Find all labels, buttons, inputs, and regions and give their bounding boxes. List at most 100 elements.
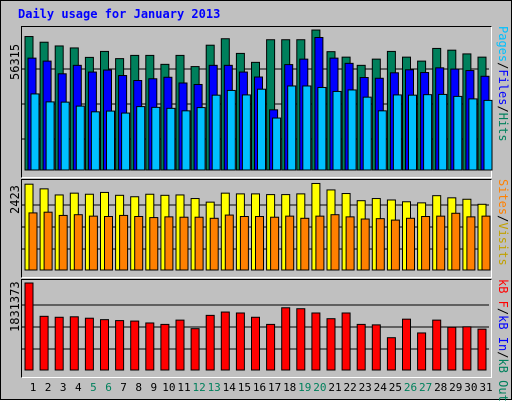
- pages-bar: [196, 107, 206, 171]
- pages-bar: [45, 101, 55, 171]
- x-tick-label: 10: [162, 381, 176, 394]
- kb-f-bar: [432, 319, 442, 371]
- pages-bar: [332, 90, 342, 171]
- sites-bar: [300, 217, 310, 271]
- kb-f-bar: [296, 308, 306, 371]
- x-tick-label: 2: [44, 381, 52, 394]
- kb-f-bar: [417, 332, 427, 371]
- x-tick-label: 17: [267, 381, 282, 394]
- x-tick-label: 19: [298, 381, 312, 394]
- sites-bar: [390, 219, 400, 271]
- x-tick-label: 30: [464, 381, 478, 394]
- chart-title: Daily usage for January 2013: [18, 7, 221, 21]
- kb-f-bar: [145, 322, 155, 371]
- kb-f-bar: [462, 326, 472, 371]
- x-tick-label: 23: [358, 381, 372, 394]
- x-tick-label: 3: [59, 381, 67, 394]
- sites-bar: [360, 218, 370, 271]
- kb-f-bar: [84, 317, 94, 371]
- sites-bar: [224, 214, 234, 271]
- sites-bar: [134, 216, 144, 271]
- sites-bar: [209, 217, 219, 271]
- sites-bar: [451, 212, 461, 271]
- sites-bar: [43, 211, 53, 271]
- x-tick-label: 21: [328, 381, 342, 394]
- x-tick-label: 12: [192, 381, 206, 394]
- x-tick-label: 11: [177, 381, 191, 394]
- x-tick-label: 24: [373, 381, 387, 394]
- pages-bar: [408, 94, 417, 171]
- pages-bar: [166, 107, 176, 171]
- kb-f-bar: [326, 318, 336, 371]
- pages-bar: [106, 110, 115, 171]
- kb-f-bar: [220, 311, 230, 371]
- x-tick-label: 18: [283, 381, 297, 394]
- sites-bar: [194, 216, 204, 271]
- sites-bar: [255, 216, 264, 271]
- kb-f-bar: [115, 320, 125, 371]
- sites-bar: [28, 212, 38, 271]
- x-tick-label: 6: [105, 381, 112, 394]
- pages-bar: [181, 110, 191, 171]
- pages-bar: [317, 86, 327, 171]
- pages-bar: [257, 88, 266, 171]
- kb-f-bar: [235, 312, 245, 371]
- sites-bar: [345, 216, 355, 271]
- kb-f-bar: [266, 323, 276, 371]
- x-tick-label: 9: [150, 381, 158, 394]
- sites-bar: [270, 216, 280, 271]
- pages-bar: [60, 101, 70, 171]
- kb-f-bar: [160, 323, 170, 371]
- sites-bar: [239, 216, 249, 271]
- kb-f-bar: [281, 307, 291, 371]
- pages-bar: [272, 117, 282, 171]
- x-tick-label: 8: [135, 381, 142, 394]
- pages-bar: [377, 110, 387, 171]
- kb-f-bar: [39, 315, 49, 371]
- pages-bar: [392, 94, 402, 171]
- kb-f-bar: [130, 320, 140, 371]
- sites-bar: [119, 214, 129, 271]
- kb-f-bar: [447, 326, 457, 371]
- sites-bar: [406, 217, 415, 271]
- sites-bar: [164, 216, 174, 271]
- kb-f-bar: [190, 328, 200, 371]
- kb-f-bar: [371, 324, 381, 371]
- x-tick-label: 27: [418, 381, 433, 394]
- x-tick-label: 15: [237, 381, 252, 394]
- pages-bar: [453, 95, 463, 171]
- pages-bar: [287, 85, 297, 171]
- sites-bar: [315, 215, 325, 271]
- x-tick-label: 5: [90, 381, 97, 394]
- x-tick-label: 25: [388, 381, 403, 394]
- x-tick-label: 13: [207, 381, 221, 394]
- kb-f-bar: [341, 312, 351, 371]
- x-tick-label: 16: [252, 381, 267, 394]
- sites-bar: [58, 214, 68, 271]
- pages-bar: [90, 111, 100, 171]
- x-tick-label: 22: [343, 381, 357, 394]
- pages-bar: [468, 98, 478, 171]
- sites-bar: [436, 215, 446, 271]
- pages-bar: [438, 93, 448, 171]
- pages-bar: [121, 112, 131, 171]
- kb-f-bar: [402, 318, 411, 371]
- sites-bar: [88, 215, 98, 271]
- sites-bar: [330, 214, 340, 271]
- pages-bar: [75, 105, 85, 171]
- kb-f-bar: [477, 328, 487, 371]
- pages-bar: [483, 99, 493, 171]
- pages-bar: [423, 94, 433, 171]
- pages-bar: [136, 106, 146, 171]
- sites-bar: [149, 217, 159, 271]
- kb-f-bar: [311, 312, 321, 371]
- pages-bar: [151, 106, 161, 171]
- x-tick-label: 29: [449, 381, 463, 394]
- sites-bar: [421, 216, 431, 271]
- kb-f-bar: [251, 316, 260, 371]
- sites-bar: [104, 216, 113, 271]
- sites-bar: [73, 214, 83, 271]
- sites-bar: [375, 218, 385, 271]
- kb-f-bar: [24, 282, 34, 371]
